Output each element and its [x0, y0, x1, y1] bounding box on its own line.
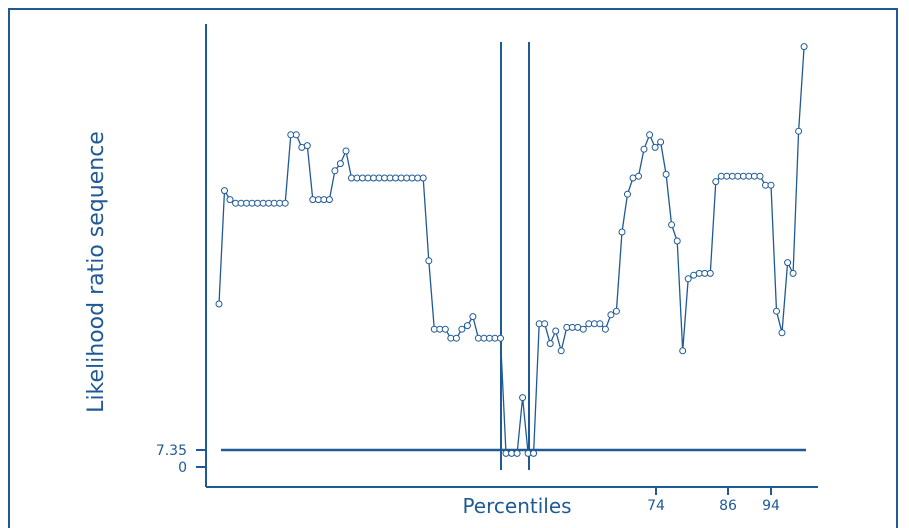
data-point: [767, 181, 775, 189]
data-point: [673, 237, 681, 245]
data-point: [596, 320, 604, 328]
chart-frame: [8, 8, 898, 528]
data-point: [336, 160, 344, 168]
data-point: [441, 325, 449, 333]
data-point: [452, 334, 460, 342]
data-point: [519, 394, 527, 402]
data-point: [579, 325, 587, 333]
data-point: [546, 340, 554, 348]
data-point: [342, 147, 350, 155]
data-point: [684, 275, 692, 283]
data-point: [646, 131, 654, 139]
data-point: [607, 311, 615, 319]
data-point: [706, 269, 714, 277]
data-point: [425, 257, 433, 265]
data-point: [601, 325, 609, 333]
data-point: [679, 347, 687, 355]
axes: 7.350 74 86 94: [156, 24, 818, 514]
data-point: [784, 259, 792, 267]
data-point: [789, 269, 797, 277]
data-point: [541, 320, 549, 328]
data-point: [215, 300, 223, 308]
data-point: [668, 221, 676, 229]
data-point: [800, 43, 808, 51]
data-point: [662, 170, 670, 178]
data-point: [635, 172, 642, 180]
data-point: [795, 127, 803, 135]
data-point: [281, 199, 289, 207]
data-point: [657, 138, 665, 146]
data-point: [221, 187, 228, 195]
data-point: [773, 307, 780, 315]
data-point: [226, 196, 234, 204]
series-line: [218, 46, 805, 455]
data-point: [331, 167, 339, 175]
y-tick-label: 0: [178, 460, 187, 476]
y-tick-label: 7.35: [156, 443, 187, 459]
chart-marks: [215, 42, 808, 470]
data-point: [552, 327, 560, 335]
data-point: [618, 228, 626, 236]
data-point: [513, 449, 521, 457]
data-point: [419, 174, 427, 182]
data-point: [303, 142, 311, 150]
data-point: [585, 320, 593, 328]
data-point: [458, 325, 466, 333]
x-tick-label: 94: [762, 498, 780, 514]
data-point: [756, 172, 764, 180]
data-point: [723, 172, 731, 180]
y-axis-label: Likelihood ratio sequence: [84, 131, 109, 413]
x-tick-label: 86: [719, 498, 737, 514]
data-point: [712, 178, 720, 186]
data-point: [557, 347, 565, 355]
data-point: [651, 143, 659, 151]
data-point: [778, 329, 786, 337]
data-point: [292, 131, 300, 139]
data-point: [640, 145, 648, 153]
data-point: [325, 196, 333, 204]
x-tick-label: 74: [647, 498, 665, 514]
data-point: [463, 322, 471, 330]
data-point: [530, 449, 538, 457]
data-point: [624, 190, 631, 198]
data-point: [612, 307, 620, 315]
data-point: [469, 313, 477, 321]
x-axis-label: Percentiles: [462, 494, 571, 518]
data-point: [497, 334, 504, 342]
